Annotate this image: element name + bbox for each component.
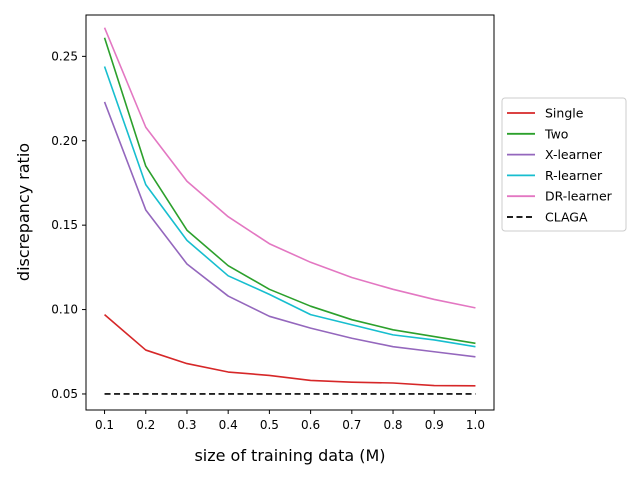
- y-axis-label: discrepancy ratio: [14, 143, 33, 281]
- x-tick-label: 0.6: [301, 418, 320, 432]
- legend-label-dr-learner: DR-learner: [545, 189, 613, 204]
- x-tick-label: 0.1: [95, 418, 114, 432]
- y-axis-ticks: 0.05 0.10 0.15 0.20 0.25: [51, 49, 86, 401]
- legend-label-x-learner: X-learner: [545, 147, 603, 162]
- plot-lines: [103, 27, 476, 395]
- legend-frame: [501, 97, 627, 232]
- legend-label-claga: CLAGA: [545, 210, 588, 225]
- x-tick-label: 0.8: [383, 418, 402, 432]
- series-line-single: [104, 314, 476, 387]
- y-tick-label: 0.25: [51, 49, 78, 63]
- plot-frame: [85, 14, 495, 411]
- x-tick-label: 0.3: [177, 418, 196, 432]
- legend: Single Two X-learner R-learner DR-learner CLA…: [501, 97, 627, 232]
- x-tick-label: 0.2: [136, 418, 155, 432]
- series-line-x-learner: [103, 101, 476, 358]
- series-line-dr-learner: [103, 27, 476, 309]
- legend-label-two: Two: [544, 126, 568, 141]
- x-tick-label: 0.5: [260, 418, 279, 432]
- series-line-r-learner: [103, 66, 476, 348]
- legend-label-single: Single: [545, 106, 584, 121]
- x-tick-label: 1.0: [466, 418, 485, 432]
- x-tick-label: 0.4: [219, 418, 238, 432]
- x-axis-label: size of training data (M): [194, 446, 385, 465]
- y-tick-label: 0.10: [51, 303, 78, 317]
- y-tick-label: 0.05: [51, 387, 78, 401]
- x-tick-label: 0.9: [425, 418, 444, 432]
- x-axis-ticks: 0.1 0.2 0.3 0.4 0.5 0.6 0.7 0.8 0.9 1.0: [95, 410, 485, 432]
- x-tick-label: 0.7: [342, 418, 361, 432]
- y-tick-label: 0.15: [51, 218, 78, 232]
- series-line-two: [103, 37, 476, 345]
- y-tick-label: 0.20: [51, 134, 78, 148]
- legend-label-r-learner: R-learner: [545, 168, 603, 183]
